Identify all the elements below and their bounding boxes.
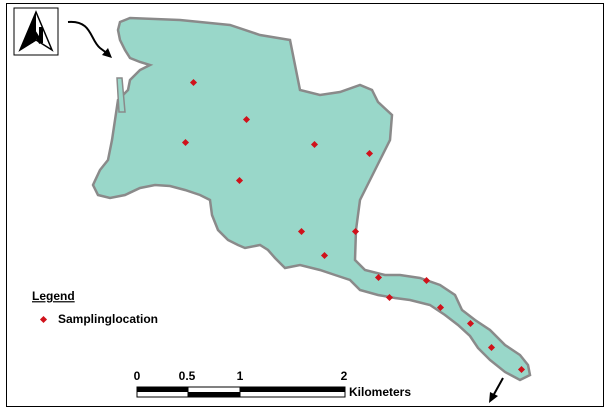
scale-bar-segment — [240, 387, 345, 392]
legend-title: Legend — [32, 289, 75, 303]
sampling-point — [365, 149, 374, 158]
sampling-point — [487, 343, 496, 352]
flow-arrow-out — [492, 377, 504, 397]
legend-symbol — [39, 315, 48, 324]
scale-bar-segment — [188, 392, 240, 397]
sampling-point — [189, 78, 198, 87]
scale-label: 0.5 — [179, 369, 196, 383]
scale-label: 1 — [237, 369, 244, 383]
north-letter — [29, 25, 43, 45]
legend-item: Samplinglocation — [58, 312, 158, 326]
map-frame — [6, 3, 604, 407]
scale-unit: Kilometers — [349, 385, 411, 399]
sampling-point — [242, 115, 251, 124]
sampling-point — [181, 138, 190, 147]
sampling-point — [517, 365, 526, 374]
sampling-point — [422, 276, 431, 285]
scale-label: 2 — [341, 369, 348, 383]
flow-arrow-in-head — [102, 48, 112, 58]
sampling-point — [385, 293, 394, 302]
scale-label: 0 — [134, 369, 141, 383]
sampling-point — [436, 303, 445, 312]
lake-inlet — [116, 77, 126, 113]
sampling-point — [310, 140, 319, 149]
sampling-point — [235, 176, 244, 185]
sampling-point — [351, 227, 360, 236]
sampling-point — [320, 251, 329, 260]
sampling-points — [181, 78, 526, 374]
scale-bar — [136, 386, 346, 398]
sampling-point — [374, 273, 383, 282]
flow-arrow-out-head — [489, 392, 498, 403]
flow-arrow-in — [67, 20, 109, 55]
scale-bar-segment — [137, 387, 188, 392]
sampling-point — [466, 319, 475, 328]
lake — [91, 16, 532, 382]
sampling-point — [297, 227, 306, 236]
north-arrow — [13, 7, 59, 56]
